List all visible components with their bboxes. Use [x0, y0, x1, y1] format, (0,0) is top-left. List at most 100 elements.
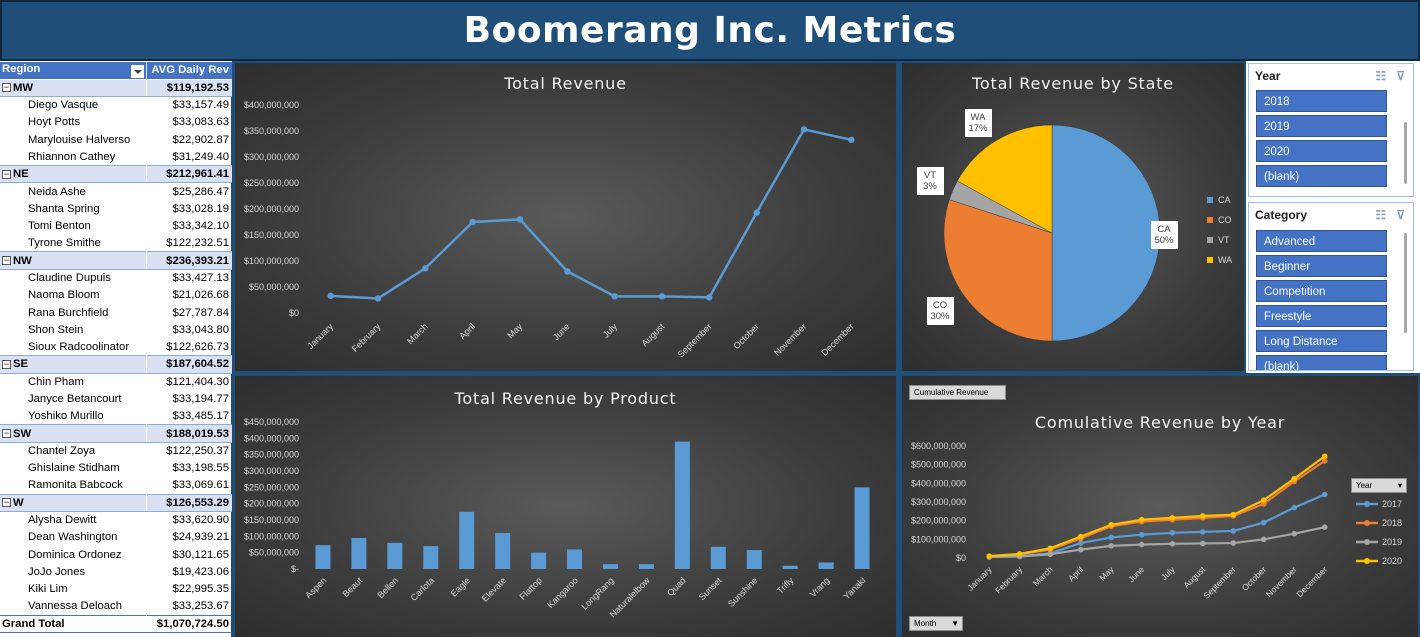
- region-column-header[interactable]: Region: [0, 62, 146, 79]
- bar-sunset[interactable]: [711, 547, 726, 569]
- category-slicer[interactable]: Category ☷ ⊽ Advanced Beginner Competition F…: [1248, 202, 1414, 371]
- data-point[interactable]: [1169, 515, 1175, 521]
- data-point[interactable]: [1200, 513, 1206, 519]
- data-point[interactable]: [1078, 534, 1084, 540]
- data-point[interactable]: [848, 137, 854, 143]
- revenue-by-state-chart[interactable]: Total Revenue by State CA 50% CO 30% VT 3% WA 1…: [902, 63, 1244, 371]
- pie-slice-ca[interactable]: [1052, 125, 1160, 341]
- bar-beaut[interactable]: [351, 538, 366, 569]
- slicer-item[interactable]: Long Distance: [1256, 330, 1387, 352]
- data-point[interactable]: [1291, 476, 1297, 482]
- bar-bellen[interactable]: [387, 543, 402, 569]
- data-point[interactable]: [1261, 497, 1267, 503]
- table-row[interactable]: Tyrone Smithe $122,232.51: [0, 235, 232, 252]
- data-point[interactable]: [469, 219, 475, 225]
- table-row[interactable]: Ghislaine Stidham $33,198.55: [0, 460, 232, 477]
- slicer-item[interactable]: Beginner: [1256, 255, 1387, 277]
- total-revenue-chart[interactable]: Total Revenue $0 $50,000,000 $100,000,000 $…: [235, 63, 896, 371]
- region-label[interactable]: − MW: [0, 79, 146, 96]
- table-row[interactable]: Claudine Dupuis $33,427.13: [0, 269, 232, 286]
- collapse-icon[interactable]: −: [2, 429, 11, 438]
- data-point[interactable]: [1230, 540, 1236, 546]
- table-row[interactable]: Naoma Bloom $21,026.68: [0, 287, 232, 304]
- data-point[interactable]: [1261, 520, 1267, 526]
- multi-select-icon[interactable]: ☷: [1375, 69, 1386, 83]
- slicer-item[interactable]: Competition: [1256, 280, 1387, 302]
- data-point[interactable]: [1322, 453, 1328, 459]
- clear-filter-icon[interactable]: ⊽: [1396, 208, 1405, 222]
- data-point[interactable]: [753, 209, 759, 215]
- collapse-icon[interactable]: −: [2, 360, 11, 369]
- slicer-item[interactable]: Advanced: [1256, 230, 1387, 252]
- region-row[interactable]: − NW $236,393.21: [0, 252, 232, 269]
- slicer-item[interactable]: (blank): [1256, 165, 1387, 187]
- data-point[interactable]: [422, 265, 428, 271]
- data-point[interactable]: [1078, 547, 1084, 553]
- table-row[interactable]: Rhiannon Cathey $31,249.40: [0, 148, 232, 165]
- pivot-table[interactable]: Region AVG Daily Rev − MW $119,192.53 Diego…: [0, 62, 232, 637]
- region-label[interactable]: − NW: [0, 252, 146, 269]
- table-row[interactable]: Hoyt Potts $33,083.63: [0, 114, 232, 131]
- clear-filter-icon[interactable]: ⊽: [1396, 69, 1405, 83]
- data-point[interactable]: [1047, 551, 1053, 557]
- table-row[interactable]: Tomi Benton $33,342.10: [0, 217, 232, 234]
- data-point[interactable]: [706, 294, 712, 300]
- data-point[interactable]: [375, 295, 381, 301]
- year-slicer-scrollbar[interactable]: [1404, 122, 1407, 184]
- data-point[interactable]: [659, 293, 665, 299]
- data-point[interactable]: [517, 216, 523, 222]
- table-row[interactable]: Yoshiko Murillo $33,485.17: [0, 408, 232, 425]
- bar-kangaroo[interactable]: [567, 549, 582, 569]
- data-point[interactable]: [1169, 530, 1175, 536]
- data-point[interactable]: [1322, 492, 1328, 498]
- table-row[interactable]: Sioux Radcoolinator $122,626.73: [0, 338, 232, 355]
- data-point[interactable]: [1200, 541, 1206, 547]
- bar-vrang[interactable]: [819, 562, 834, 569]
- collapse-icon[interactable]: −: [2, 170, 11, 179]
- bar-elevate[interactable]: [495, 533, 510, 569]
- bar-carlota[interactable]: [423, 546, 438, 569]
- data-point[interactable]: [1108, 535, 1114, 541]
- data-point[interactable]: [1139, 532, 1145, 538]
- table-row[interactable]: Alysha Dewitt $33,620.90: [0, 511, 232, 528]
- region-row[interactable]: − SW $188,019.53: [0, 425, 232, 442]
- slicer-item[interactable]: 2020: [1256, 140, 1387, 162]
- category-slicer-scrollbar[interactable]: [1404, 233, 1407, 333]
- data-point[interactable]: [986, 553, 992, 559]
- region-filter-dropdown-icon[interactable]: [131, 65, 144, 78]
- bar-quad[interactable]: [675, 442, 690, 569]
- table-row[interactable]: Chantel Zoya $122,250.37: [0, 442, 232, 459]
- region-label[interactable]: − SE: [0, 356, 146, 373]
- data-point[interactable]: [1108, 522, 1114, 528]
- bar-naturalelbow[interactable]: [639, 564, 654, 569]
- slicer-item[interactable]: Freestyle: [1256, 305, 1387, 327]
- region-label[interactable]: − NE: [0, 165, 146, 182]
- slicer-item[interactable]: 2019: [1256, 115, 1387, 137]
- region-row[interactable]: − SE $187,604.52: [0, 356, 232, 373]
- bar-yanaki[interactable]: [855, 487, 870, 569]
- bar-sunshine[interactable]: [747, 550, 762, 569]
- data-point[interactable]: [1169, 541, 1175, 547]
- multi-select-icon[interactable]: ☷: [1375, 208, 1386, 222]
- table-row[interactable]: Diego Vasque $33,157.49: [0, 96, 232, 113]
- year-slicer[interactable]: Year ☷ ⊽ 2018 2019 2020 (blank): [1248, 63, 1414, 197]
- revenue-by-product-chart[interactable]: Total Revenue by Product $- $50,000,000 $1…: [235, 376, 896, 637]
- data-point[interactable]: [1230, 528, 1236, 534]
- data-point[interactable]: [564, 268, 570, 274]
- table-row[interactable]: Chin Pham $121,404.30: [0, 373, 232, 390]
- data-point[interactable]: [327, 293, 333, 299]
- data-point[interactable]: [1291, 505, 1297, 511]
- table-row[interactable]: Shanta Spring $33,028.19: [0, 200, 232, 217]
- region-label[interactable]: − SW: [0, 425, 146, 442]
- table-row[interactable]: Marylouise Halverso $22,902.87: [0, 131, 232, 148]
- data-point[interactable]: [1322, 524, 1328, 530]
- collapse-icon[interactable]: −: [2, 83, 11, 92]
- cumulative-revenue-chart[interactable]: Cumulative Revenue Comulative Revenue by…: [902, 376, 1418, 637]
- bar-aspen[interactable]: [315, 545, 330, 569]
- table-row[interactable]: Rana Burchfield $27,787.84: [0, 304, 232, 321]
- bar-eagle[interactable]: [459, 512, 474, 569]
- table-row[interactable]: Kiki Lim $22,995.35: [0, 581, 232, 598]
- data-point[interactable]: [1291, 531, 1297, 537]
- region-row[interactable]: − MW $119,192.53: [0, 79, 232, 96]
- data-point[interactable]: [1139, 517, 1145, 523]
